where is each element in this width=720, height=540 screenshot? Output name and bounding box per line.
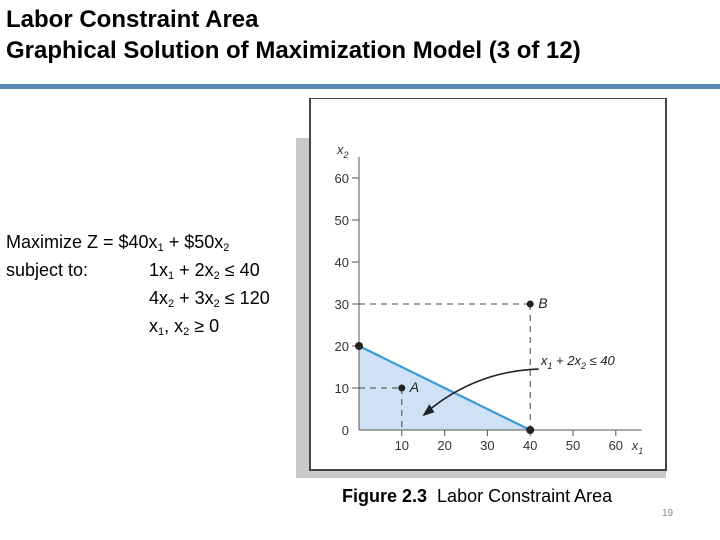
pointer-arrowhead xyxy=(422,404,435,417)
figure-number: Figure 2.3 xyxy=(342,486,428,506)
x-tick-label: 50 xyxy=(566,438,580,453)
figure-caption: Figure 2.3 Labor Constraint Area xyxy=(342,486,612,507)
point-b xyxy=(526,300,534,308)
y-tick-label: 40 xyxy=(335,255,349,270)
point-a-label: A xyxy=(409,379,419,395)
intercept-point-x2 xyxy=(355,342,363,350)
slide-title: Labor Constraint Area Graphical Solution… xyxy=(6,4,581,66)
constraint-label: x1 + 2x2 ≤ 40 xyxy=(540,353,616,371)
x-tick-label: 20 xyxy=(437,438,451,453)
figure-caption-text: Labor Constraint Area xyxy=(437,486,613,506)
pointer-arrow xyxy=(424,368,539,414)
y-tick-label: 10 xyxy=(335,381,349,396)
title-divider xyxy=(0,84,720,89)
y-tick-label: 50 xyxy=(335,213,349,228)
y-tick-label: 60 xyxy=(335,171,349,186)
title-line-2: Graphical Solution of Maximization Model… xyxy=(6,37,581,64)
x-tick-label: 40 xyxy=(523,438,537,453)
y-tick-label: 30 xyxy=(335,297,349,312)
x-tick-label: 30 xyxy=(480,438,494,453)
feasible-region xyxy=(359,346,531,430)
constraint-line xyxy=(358,345,531,431)
x-tick-label: 10 xyxy=(395,438,409,453)
y-tick-label: 20 xyxy=(335,339,349,354)
point-b-label: B xyxy=(538,295,547,311)
x-tick-label: 60 xyxy=(609,438,623,453)
subject-to-label: subject to: xyxy=(6,260,89,280)
y-tick-label: 0 xyxy=(342,423,349,438)
page-number: 19 xyxy=(662,508,674,519)
title-line-1: Labor Constraint Area xyxy=(6,6,259,33)
point-a xyxy=(398,384,406,392)
